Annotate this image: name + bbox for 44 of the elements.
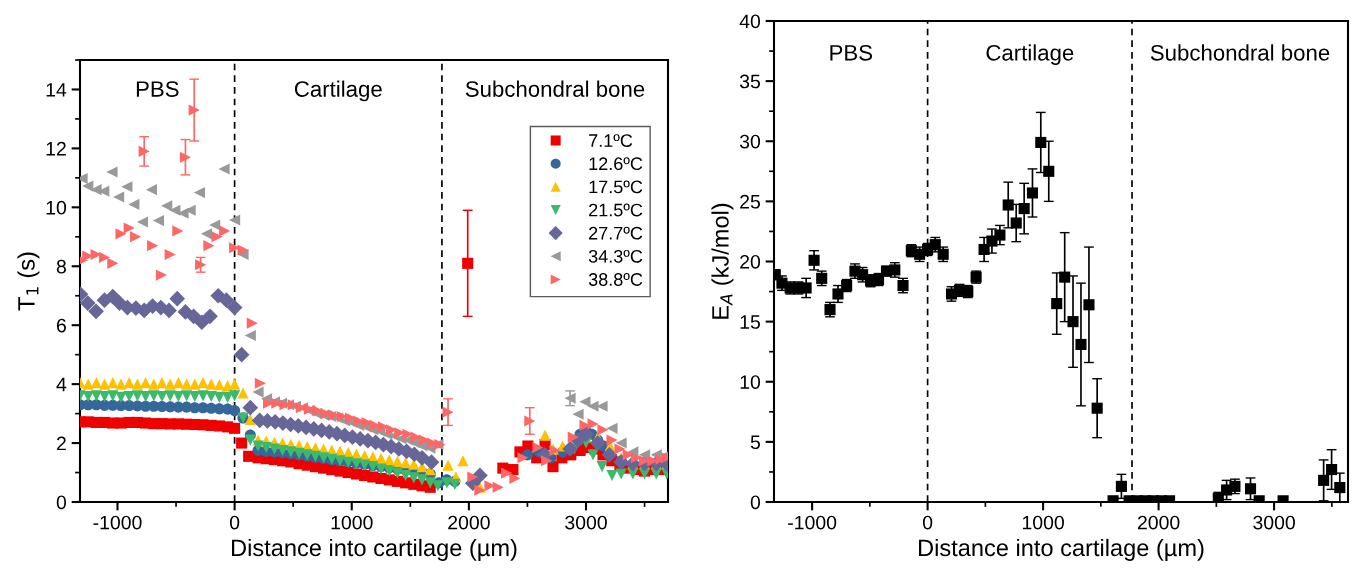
x-tick-label: 2000 — [1137, 515, 1180, 530]
legend-label: 17.5ºC — [589, 180, 643, 194]
x-tick-label: 2000 — [448, 515, 490, 530]
legend-label: 38.8ºC — [588, 273, 643, 286]
y-tick-label: 0 — [56, 495, 67, 510]
x-tick-label: -1000 — [788, 515, 837, 530]
y-tick-label: 15 — [740, 315, 760, 329]
annotation: Subchondral bone — [1150, 44, 1330, 61]
x-axis-title: Distance into cartilage (µm) — [232, 538, 517, 561]
annotation: Cartilage — [294, 80, 382, 102]
x-tick-label: 0 — [922, 515, 933, 530]
x-tick-label: 3000 — [1253, 515, 1295, 530]
x-axis-title: Distance into cartilage (µm) — [919, 538, 1204, 561]
legend-label: 7.1ºC — [589, 134, 633, 147]
legend-label: 27.7ºC — [589, 226, 643, 240]
y-tick-label: 5 — [750, 435, 760, 450]
annotation: PBS — [136, 81, 179, 97]
x-tick-label: 0 — [229, 515, 240, 530]
legend-label: 21.5ºC — [589, 203, 643, 217]
y-axis-title: T$_{1}$ (s) — [17, 252, 40, 311]
y-tick-label: 35 — [739, 74, 760, 89]
x-tick-label: -1000 — [93, 515, 142, 530]
y-axis-title: E$_{A}$ (kJ/mol) — [711, 203, 734, 319]
y-tick-label: 12 — [46, 141, 66, 156]
annotation: Subchondral bone — [465, 80, 645, 97]
y-tick-label: 4 — [56, 377, 67, 392]
y-tick-label: 10 — [740, 375, 761, 389]
y-tick-label: 6 — [56, 318, 66, 333]
y-tick-label: 14 — [46, 83, 67, 97]
annotation: PBS — [830, 44, 873, 61]
x-tick-label: 3000 — [565, 515, 607, 530]
annotation: Cartilage — [986, 44, 1074, 66]
y-tick-label: 10 — [46, 200, 67, 215]
y-tick-label: 30 — [739, 134, 761, 149]
x-tick-label: 1000 — [331, 515, 373, 530]
legend-label: 12.6ºC — [589, 157, 643, 171]
y-tick-label: 2 — [56, 436, 66, 451]
y-tick-label: 25 — [740, 194, 760, 209]
y-tick-label: 40 — [739, 14, 761, 29]
legend-label: 34.3ºC — [588, 249, 643, 263]
y-tick-label: 0 — [750, 495, 761, 510]
x-tick-label: 1000 — [1022, 515, 1064, 530]
y-tick-label: 8 — [56, 259, 66, 274]
y-tick-label: 20 — [740, 254, 761, 269]
